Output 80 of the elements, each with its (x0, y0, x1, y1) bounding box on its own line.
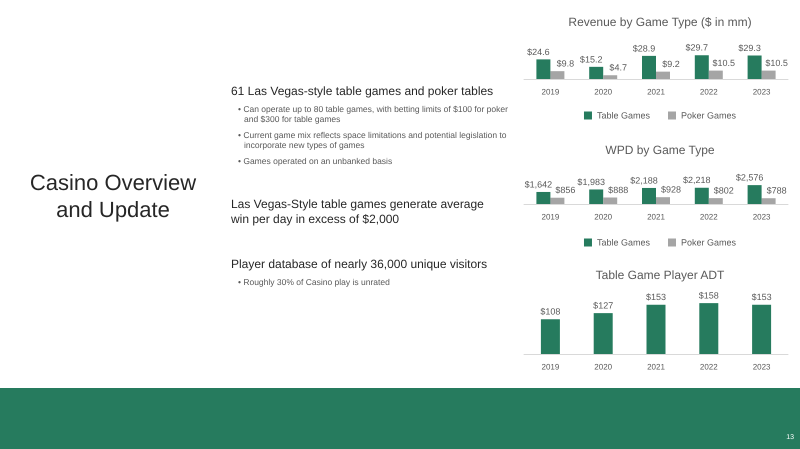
data-label: $158 (698, 290, 719, 301)
data-label: $2,188 (630, 175, 658, 186)
data-label: $127 (593, 300, 614, 311)
bar (589, 189, 604, 204)
x-tick-label: 2023 (752, 362, 772, 372)
bar (550, 71, 564, 79)
bar (656, 197, 670, 204)
bar (589, 66, 604, 79)
bar (694, 188, 709, 204)
x-tick-label: 2022 (700, 88, 718, 96)
bar (536, 192, 550, 204)
data-label: $1,983 (577, 176, 605, 187)
x-tick-label: 2022 (700, 212, 718, 222)
data-label: $15.2 (580, 54, 602, 64)
bar (642, 56, 656, 79)
bar (694, 55, 709, 79)
chart-title: Table Game Player ADT (596, 268, 726, 282)
data-label: $928 (660, 184, 682, 195)
x-tick-label: 2023 (752, 88, 772, 96)
legend-label: Poker Games (681, 110, 737, 120)
bar (762, 70, 776, 79)
bar (550, 198, 564, 204)
bar (752, 304, 772, 354)
x-tick-label: 2023 (752, 212, 772, 222)
data-label: $802 (714, 186, 734, 196)
x-tick-label: 2020 (594, 362, 613, 372)
data-label: $153 (752, 292, 772, 302)
text: • Roughly 30% of Casino play is unrated (238, 277, 391, 287)
text: • Current game mix reflects space limitations and potential legislation to incorporate new types of games (238, 130, 508, 150)
chart-title: WPD by Game Type (605, 143, 715, 157)
bar (540, 319, 560, 354)
text: • Games operated on an unbanked basis (238, 156, 394, 166)
x-tick-label: 2022 (700, 362, 718, 372)
data-label: $10.5 (712, 58, 736, 68)
data-label: $10.5 (765, 58, 788, 68)
bar (603, 197, 618, 204)
data-label: $856 (555, 185, 576, 196)
x-tick-label: 2019 (542, 212, 560, 222)
bar (708, 198, 723, 204)
legend-label: Table Games (596, 110, 650, 120)
text: Player database of nearly 36,000 unique visitors (231, 257, 488, 272)
data-label: $28.9 (632, 43, 656, 54)
bar (748, 185, 762, 204)
bar (536, 59, 550, 79)
data-label: $29.3 (738, 43, 761, 54)
data-label: $153 (646, 292, 666, 302)
x-tick-label: 2019 (542, 88, 560, 96)
chart-title: Revenue by Game Type ($ in mm) (568, 15, 752, 29)
x-tick-label: 2021 (647, 88, 666, 96)
data-label: $888 (608, 184, 628, 195)
x-tick-label: 2021 (647, 212, 666, 222)
x-tick-label: 2020 (594, 88, 613, 96)
bar (646, 304, 666, 354)
data-label: $29.7 (686, 42, 708, 53)
bar (708, 70, 723, 79)
bar (642, 188, 656, 204)
x-tick-label: 2021 (647, 362, 666, 372)
bar (603, 75, 618, 79)
data-label: $24.6 (527, 46, 550, 57)
data-label: $1,642 (524, 179, 552, 190)
text: Casino Overview and Update (28, 169, 198, 223)
data-label: $2,576 (736, 172, 764, 183)
x-tick-label: 2019 (542, 362, 560, 372)
bar (748, 56, 762, 79)
data-label: $2,218 (683, 175, 711, 186)
legend-label: Poker Games (681, 238, 737, 248)
data-label: $9.2 (662, 59, 680, 70)
data-label: $4.7 (609, 62, 627, 73)
text: • Can operate up to 80 table games, with betting limits of $100 for poker and $300 for table games (238, 104, 509, 124)
bar (699, 303, 718, 354)
data-label: $108 (540, 306, 560, 317)
x-tick-label: 2020 (594, 212, 613, 222)
bar (762, 198, 776, 204)
data-label: $9.8 (556, 58, 574, 69)
legend-label: Table Games (596, 238, 650, 248)
text: 61 Las Vegas-style table games and poker tables (231, 84, 494, 99)
bar (656, 72, 670, 79)
text: Las Vegas-Style table games generate average win per day in excess of $2,000 (231, 197, 485, 227)
bar (594, 313, 613, 354)
data-label: $788 (766, 186, 787, 196)
